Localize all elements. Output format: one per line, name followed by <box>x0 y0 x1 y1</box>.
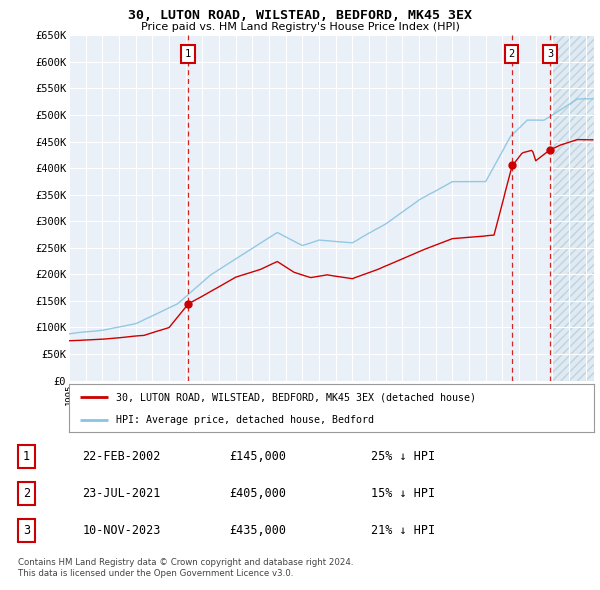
Text: HPI: Average price, detached house, Bedford: HPI: Average price, detached house, Bedf… <box>116 415 374 425</box>
Text: 10-NOV-2023: 10-NOV-2023 <box>82 524 161 537</box>
Text: 30, LUTON ROAD, WILSTEAD, BEDFORD, MK45 3EX (detached house): 30, LUTON ROAD, WILSTEAD, BEDFORD, MK45 … <box>116 392 476 402</box>
Text: £145,000: £145,000 <box>229 450 286 463</box>
Text: 21% ↓ HPI: 21% ↓ HPI <box>371 524 434 537</box>
Bar <box>553 35 594 381</box>
Text: 23-JUL-2021: 23-JUL-2021 <box>82 487 161 500</box>
Text: Contains HM Land Registry data © Crown copyright and database right 2024.: Contains HM Land Registry data © Crown c… <box>18 558 353 566</box>
Text: 2: 2 <box>509 49 515 59</box>
Text: Price paid vs. HM Land Registry's House Price Index (HPI): Price paid vs. HM Land Registry's House … <box>140 22 460 32</box>
Text: 25% ↓ HPI: 25% ↓ HPI <box>371 450 434 463</box>
Text: 1: 1 <box>185 49 191 59</box>
Text: 1: 1 <box>23 450 30 463</box>
Text: 3: 3 <box>23 524 30 537</box>
Text: 22-FEB-2002: 22-FEB-2002 <box>82 450 161 463</box>
Text: 2: 2 <box>23 487 30 500</box>
Text: £435,000: £435,000 <box>229 524 286 537</box>
Text: 15% ↓ HPI: 15% ↓ HPI <box>371 487 434 500</box>
Text: £405,000: £405,000 <box>229 487 286 500</box>
Text: This data is licensed under the Open Government Licence v3.0.: This data is licensed under the Open Gov… <box>18 569 293 578</box>
Text: 30, LUTON ROAD, WILSTEAD, BEDFORD, MK45 3EX: 30, LUTON ROAD, WILSTEAD, BEDFORD, MK45 … <box>128 9 472 22</box>
Text: 3: 3 <box>547 49 553 59</box>
